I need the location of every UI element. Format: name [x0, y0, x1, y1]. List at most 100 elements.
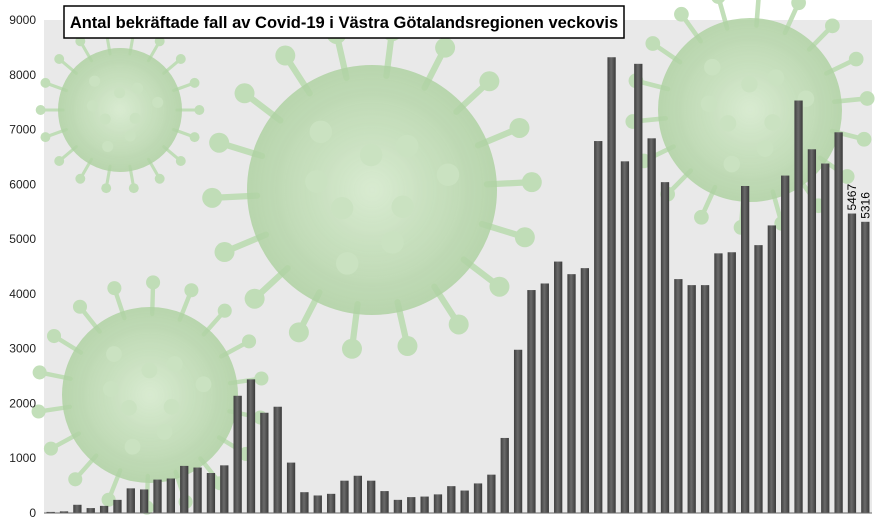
bar [420, 496, 429, 513]
virus-spike-tip [859, 91, 875, 106]
virus-spike-tip [75, 173, 86, 184]
bar [834, 132, 843, 514]
bar [700, 285, 710, 513]
bar [500, 437, 509, 513]
virus-spike-tip [514, 227, 535, 248]
bar [126, 488, 135, 513]
bar [647, 138, 656, 513]
virus-spike-tip [791, 0, 806, 11]
bar [300, 492, 309, 513]
virus-surface-dot [156, 423, 173, 440]
y-tick-label: 5000 [9, 232, 36, 246]
virus-illustration [35, 26, 205, 194]
bar [286, 462, 296, 513]
virus-surface-dot [764, 114, 781, 131]
data-labels: 5467 5316 [845, 184, 872, 219]
virus-surface-dot [121, 399, 137, 416]
bar [260, 412, 269, 513]
virus-surface-dot [86, 100, 98, 112]
virus-illustration [202, 21, 542, 359]
bar [246, 379, 256, 513]
bar [714, 253, 723, 513]
y-tick-label: 6000 [9, 177, 36, 191]
virus-surface-dot [141, 362, 158, 379]
virus-spike-tip [189, 132, 200, 143]
virus-body [58, 48, 182, 172]
bar [513, 349, 523, 513]
virus-surface-dot [163, 398, 180, 415]
virus-spike-tip [521, 172, 542, 193]
bar [220, 465, 229, 513]
y-tick-label: 8000 [9, 68, 36, 82]
virus-spike-tip [341, 338, 362, 359]
bar [794, 100, 803, 514]
title-box: Antal bekräftade fall av Covid-19 i Väst… [63, 5, 625, 39]
bar [367, 480, 376, 513]
y-tick-label: 1000 [9, 451, 36, 465]
virus-spike-tip [31, 404, 46, 419]
chart-title: Antal bekräftade fall av Covid-19 i Väst… [70, 14, 618, 32]
virus-background-illustration [31, 0, 875, 515]
bar [46, 511, 55, 513]
bar-data-label: 5467 [845, 184, 859, 211]
bar [740, 185, 750, 513]
virus-spike-tip [101, 492, 116, 507]
virus-surface-dot [381, 231, 404, 254]
virus-spike-tip [154, 173, 165, 184]
bar [460, 490, 469, 513]
bar [193, 467, 202, 513]
virus-spike-tip [217, 303, 232, 318]
virus-body [247, 65, 497, 315]
virus-surface-dot [166, 356, 183, 372]
bar [233, 395, 242, 513]
bar [447, 486, 456, 513]
virus-spike-tip [254, 371, 269, 386]
bar [554, 261, 563, 513]
virus-spike-tip [674, 6, 689, 22]
bar [433, 494, 443, 513]
y-tick-label: 7000 [9, 123, 36, 137]
virus-surface-dot [756, 140, 774, 157]
virus-spike-tip [711, 0, 725, 4]
virus-surface-dot [305, 170, 328, 193]
bar [340, 480, 349, 513]
bar [393, 499, 403, 513]
y-tick-label: 2000 [9, 396, 36, 410]
bar [353, 475, 362, 513]
virus-surface-dot [723, 155, 741, 173]
virus-spike-tip [101, 183, 112, 194]
virus-surface-dot [114, 87, 126, 99]
bar [113, 499, 122, 513]
virus-surface-dot [700, 95, 718, 113]
virus-spike-tip [824, 18, 840, 34]
virus-surface-dot [152, 96, 164, 109]
virus-surface-dot [335, 252, 359, 275]
bar [594, 141, 603, 513]
virus-surface-dot [719, 115, 737, 132]
virus-spike-tip [72, 299, 88, 314]
bar [153, 479, 162, 513]
virus-spike-tip [75, 36, 86, 47]
virus-body [62, 307, 238, 483]
virus-spike-tip [202, 187, 223, 208]
virus-spike-tip [479, 71, 500, 92]
virus-spike-tip [244, 288, 265, 309]
virus-spike-tip [175, 54, 186, 64]
virus-surface-dot [102, 381, 119, 397]
bar [847, 213, 857, 513]
bar [473, 483, 483, 513]
virus-spike-tip [175, 156, 186, 166]
bar [166, 478, 176, 513]
virus-spike-tip [68, 472, 83, 487]
virus-spike-tip [275, 45, 296, 66]
virus-spike-tip [209, 132, 230, 153]
y-tick-label: 0 [29, 506, 36, 520]
bar [767, 225, 776, 513]
bar [634, 63, 643, 513]
virus-spike-tip [189, 77, 200, 88]
virus-spike-tip [645, 36, 661, 51]
virus-surface-dot [99, 113, 111, 125]
bar [206, 473, 216, 513]
bar [59, 511, 69, 513]
virus-surface-dot [436, 163, 460, 186]
